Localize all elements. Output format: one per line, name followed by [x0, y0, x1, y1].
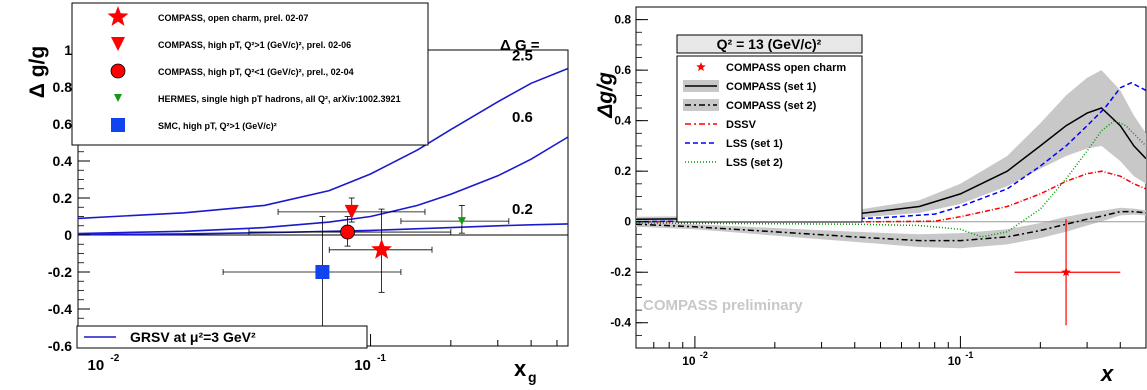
- right-x-tick-label-exp: -2: [700, 350, 708, 360]
- left-curve-label: 0.6: [512, 109, 533, 126]
- left-y-tick-label: 1: [64, 42, 72, 58]
- right-y-tick-label: 0.4: [614, 114, 631, 128]
- left-grsv-curve: [77, 223, 569, 236]
- right-chart: -0.4-0.200.20.40.60.8 10 -2 10 -1 COMPASS p…: [594, 6, 1147, 386]
- left-data-point-marker: [371, 238, 392, 259]
- right-legend-star-swatch: [696, 62, 706, 71]
- right-y-tick-label: 0.6: [614, 63, 631, 77]
- left-x-tick-label-exp: -1: [377, 353, 386, 364]
- left-curve-label: 2.5: [512, 48, 533, 65]
- right-legend-label: LSS (set 1): [726, 138, 783, 150]
- right-y-tick-label: 0.2: [614, 164, 631, 178]
- left-legend-marker: [111, 118, 125, 132]
- left-grsv-curve: [77, 136, 569, 235]
- left-y-tick-label: 0.4: [53, 153, 73, 169]
- right-x-axis-label: x: [1100, 361, 1114, 385]
- right-uncertainty-bands: [636, 70, 1146, 249]
- left-legend: COMPASS, open charm, prel. 02-07 COMPASS,…: [71, 2, 429, 146]
- left-x-tick-label-base: 10: [88, 357, 105, 374]
- right-y-tick-label: -0.2: [610, 265, 631, 279]
- left-y-tick-label: 0.2: [53, 190, 73, 206]
- left-y-tick-label: -0.4: [48, 301, 72, 317]
- left-legend-marker: [114, 94, 122, 102]
- left-curve-labels: 2.5 0.6 0.2: [512, 48, 533, 218]
- left-x-tick-label-base: 10: [354, 357, 371, 374]
- left-y-tick-label: 0.8: [53, 79, 73, 95]
- left-curve-header: Δ G =: [500, 37, 540, 54]
- left-grsv-curve: [77, 67, 569, 220]
- left-y-tick-label: -0.6: [48, 338, 72, 354]
- right-y-tick-label: 0: [624, 215, 631, 229]
- right-x-tick-label-exp: -1: [965, 350, 973, 360]
- left-y-tick-label: 0: [64, 227, 72, 243]
- right-legend-label: DSSV: [726, 119, 757, 131]
- right-y-tick-label: -0.4: [610, 316, 631, 330]
- left-legend-box: [71, 2, 429, 146]
- right-legend-label: COMPASS (set 2): [726, 100, 817, 112]
- left-bottom-legend-label: GRSV at μ²=3 GeV²: [130, 329, 256, 345]
- left-y-axis-label: Δ g/g: [26, 46, 49, 98]
- left-curve-label: 0.2: [512, 201, 533, 218]
- left-y-tick-label: 0.6: [53, 116, 73, 132]
- left-bottom-legend-box: [76, 325, 368, 349]
- left-y-tick-label: -0.2: [48, 264, 72, 280]
- left-data-point-marker: [340, 224, 355, 240]
- right-legend-label: LSS (set 2): [726, 157, 783, 169]
- left-data-point-marker: [315, 265, 330, 279]
- left-grsv-curves: [77, 67, 569, 236]
- right-x-tick-label-base: 10: [682, 354, 696, 368]
- left-legend-label: SMC, high pT, Q²>1 (GeV/c)²: [158, 121, 277, 131]
- right-y-axis-label: Δg/g: [594, 72, 617, 119]
- right-x-ticks: 10 -2 10 -1: [635, 336, 1147, 368]
- right-y-ticks: -0.4 -0.2 0 0.2 0.4 0.6 0.8: [610, 6, 648, 349]
- right-legend: Q² = 13 (GeV/c)² COMPASS open charm COMPA…: [676, 34, 863, 223]
- right-data-point-marker: [1061, 267, 1071, 277]
- left-x-axis-label-main: x: [514, 356, 527, 381]
- left-legend-marker: [111, 37, 125, 51]
- left-legend-marker: [107, 6, 129, 26]
- left-legend-label: COMPASS, open charm, prel. 02-07: [158, 13, 308, 23]
- left-x-axis-label-sub: g: [528, 369, 537, 385]
- left-x-axis-label: x g: [514, 356, 537, 385]
- left-chart: -0.6 -0.4 -0.2 0 0.2 0.4 0.6 0.8 1 10 -2 10 -1 Δ g/…: [26, 2, 569, 385]
- right-series-line: [635, 210, 1147, 242]
- left-data-point-marker: [457, 217, 466, 226]
- left-bottom-legend: GRSV at μ²=3 GeV²: [76, 325, 368, 349]
- right-legend-label: COMPASS (set 1): [726, 81, 817, 93]
- right-legend-label: COMPASS open charm: [726, 62, 846, 74]
- left-data-point-marker: [344, 204, 359, 219]
- right-x-tick-label-base: 10: [948, 354, 962, 368]
- left-legend-marker: [110, 63, 126, 79]
- right-series-line: [636, 170, 1147, 223]
- right-y-tick-label: 0.8: [614, 13, 631, 27]
- right-data-point: [1014, 219, 1121, 326]
- right-legend-header: Q² = 13 (GeV/c)²: [717, 36, 822, 52]
- left-legend-label: HERMES, single high pT hadrons, all Q², …: [158, 94, 401, 104]
- left-legend-label: COMPASS, high pT, Q²>1 (GeV/c)², prel. 0…: [158, 40, 351, 50]
- right-uncertainty-band: [636, 207, 1146, 249]
- right-series-line: [635, 81, 1147, 223]
- left-legend-label: COMPASS, high pT, Q²<1 (GeV/c)², prel., …: [158, 67, 354, 77]
- right-uncertainty-band: [636, 70, 1146, 222]
- right-watermark: COMPASS preliminary: [643, 297, 803, 314]
- right-legend-header-box: [676, 34, 863, 54]
- left-x-tick-label-exp: -2: [110, 353, 119, 364]
